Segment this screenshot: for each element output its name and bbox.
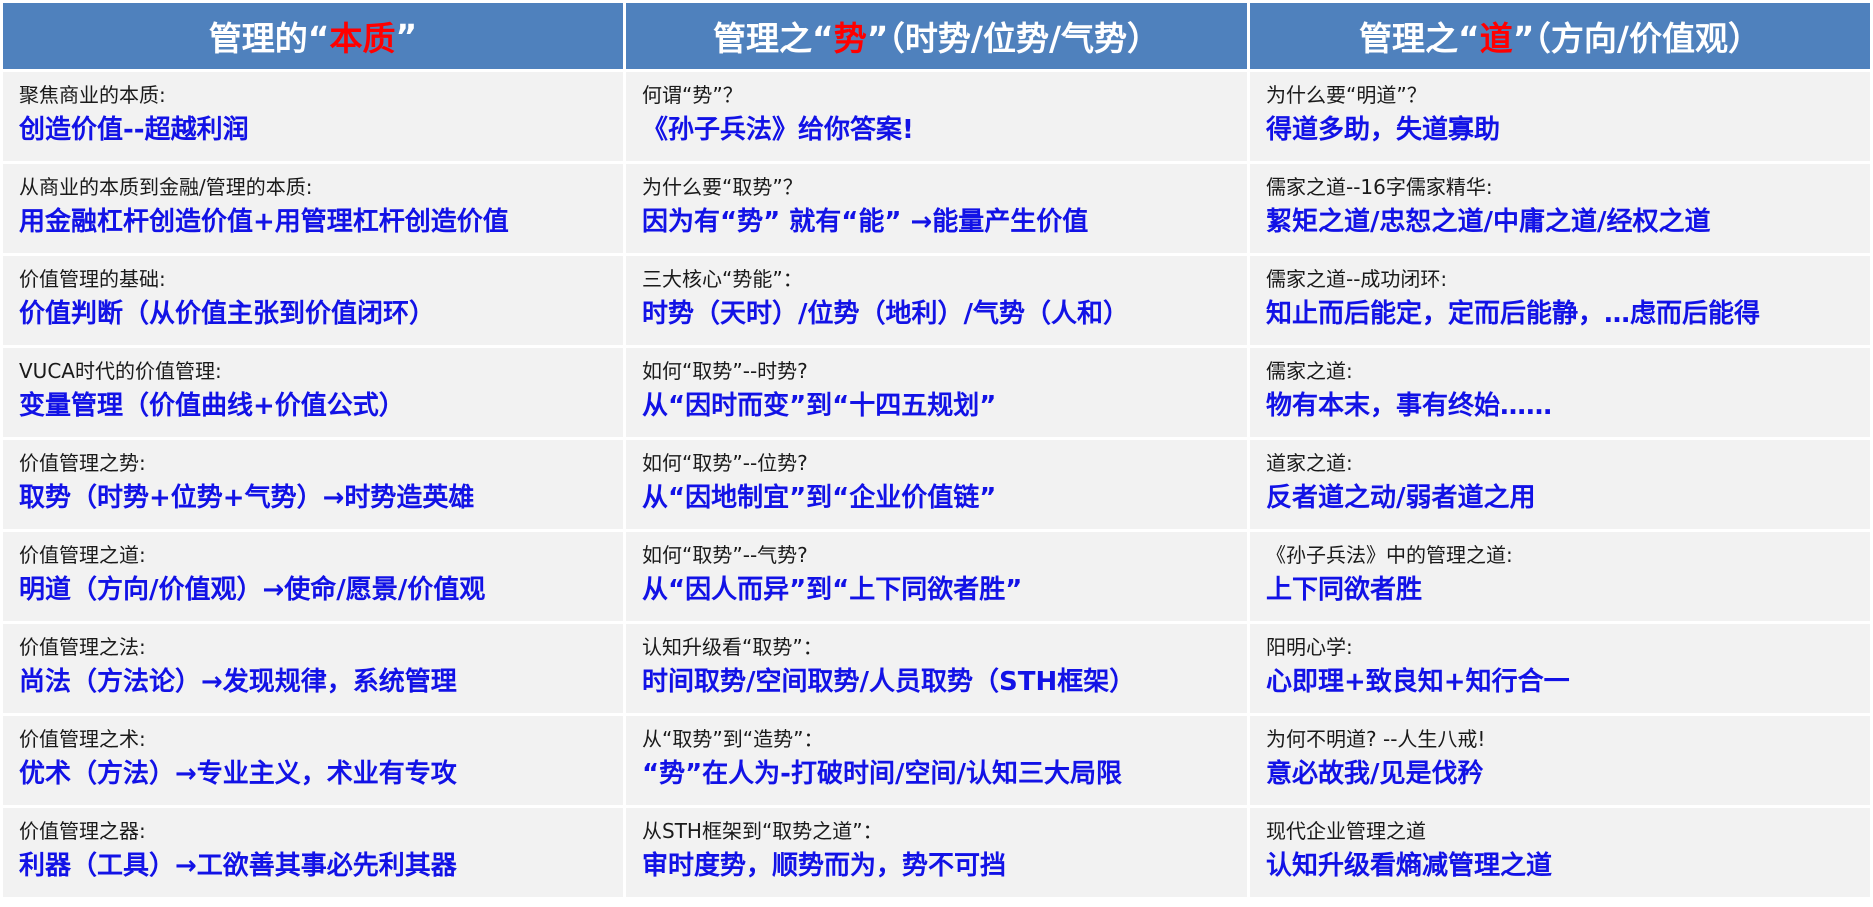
header-text: ” — [395, 16, 418, 56]
cell-label: 《孙子兵法》中的管理之道: — [1266, 543, 1513, 567]
cell-label: 如何“取势”--时势? — [642, 359, 808, 383]
cell-label: 价值管理之器: — [19, 819, 146, 843]
cell-value: 尚法（方法论）→发现规律，系统管理 — [19, 667, 457, 697]
cell-value: 絜矩之道/忠恕之道/中庸之道/经权之道 — [1266, 207, 1711, 237]
table-cell: 何谓“势”？ 《孙子兵法》给你答案! — [626, 72, 1247, 161]
header-text: 管理之“ — [713, 19, 834, 58]
table-cell: 聚焦商业的本质: 创造价值--超越利润 — [3, 72, 623, 161]
cell-label: 价值管理之道: — [19, 543, 146, 567]
table-cell: 为什么要“明道”？ 得道多助，失道寡助 — [1250, 72, 1870, 161]
cell-value: 取势（时势+位势+气势）→时势造英雄 — [19, 483, 475, 513]
header-way: 管理之“ 道 ”（方向/价值观） — [1250, 3, 1870, 69]
table-cell: 儒家之道--16字儒家精华: 絜矩之道/忠恕之道/中庸之道/经权之道 — [1250, 164, 1870, 253]
table-cell: 为何不明道? --人生八戒! 意必故我/见是伐矜 — [1250, 716, 1870, 805]
header-text: 管理的“ — [208, 19, 330, 58]
cell-value: 因为有“势” 就有“能” →能量产生价值 — [642, 207, 1089, 237]
cell-value: 从“因时而变”到“十四五规划” — [642, 391, 997, 421]
table-cell: 现代企业管理之道认知升级看熵减管理之道 — [1250, 808, 1870, 897]
cell-value: 心即理+致良知+知行合一 — [1266, 667, 1570, 697]
table-cell: 认知升级看“取势”： 时间取势/空间取势/人员取势（STH框架） — [626, 624, 1247, 713]
cell-label: 道家之道: — [1266, 451, 1353, 475]
cell-label: 认知升级看“取势”： — [642, 635, 823, 659]
cell-label: 阳明心学: — [1266, 635, 1353, 659]
cell-value: 得道多助，失道寡助 — [1266, 115, 1501, 145]
cell-value: 上下同欲者胜 — [1266, 575, 1423, 605]
cell-value: 从“因地制宜”到“企业价值链” — [642, 483, 997, 513]
table-cell: 儒家之道: 物有本末，事有终始…… — [1250, 348, 1870, 437]
cell-label: 价值管理之势: — [19, 451, 146, 475]
cell-value: 时势（天时）/位势（地利）/气势（人和） — [642, 299, 1129, 329]
header-highlight: 本质 — [329, 19, 396, 58]
cell-value: 审时度势，顺势而为，势不可挡 — [642, 851, 1007, 881]
cell-label: 价值管理之术: — [19, 727, 146, 751]
cell-label: 聚焦商业的本质: — [19, 83, 166, 107]
cell-value: 利器（工具）→工欲善其事必先利其器 — [19, 851, 457, 881]
cell-label: 现代企业管理之道 — [1266, 819, 1426, 843]
table-cell: 如何“取势”--位势? 从“因地制宜”到“企业价值链” — [626, 440, 1247, 529]
table-cell: 价值管理之器: 利器（工具）→工欲善其事必先利其器 — [3, 808, 623, 897]
header-essence: 管理的“ 本质” — [3, 3, 623, 69]
cell-label: 从STH框架到“取势之道”： — [642, 819, 883, 843]
cell-value: 认知升级看熵减管理之道 — [1266, 851, 1553, 881]
table-cell: 从STH框架到“取势之道”： 审时度势，顺势而为，势不可挡 — [626, 808, 1247, 897]
cell-label: 儒家之道--成功闭环: — [1266, 267, 1448, 291]
table-cell: 为什么要“取势”？ 因为有“势” 就有“能” →能量产生价值 — [626, 164, 1247, 253]
cell-label: VUCA时代的价值管理: — [19, 359, 222, 383]
cell-label: 从“取势”到“造势”： — [642, 727, 824, 751]
cell-label: 何谓“势”？ — [642, 83, 743, 107]
header-momentum: 管理之“ 势 ”（时势/位势/气势） — [626, 3, 1247, 69]
cell-label: 价值管理之法: — [19, 635, 146, 659]
cell-label: 儒家之道: — [1266, 359, 1353, 383]
cell-value: 明道（方向/价值观）→使命/愿景/价值观 — [19, 575, 486, 605]
management-table: 管理的“ 本质” 管理之“ 势 ”（时势/位势/气势） 管理之“ 道 ”（方向/价值观） … — [3, 3, 1870, 897]
header-text: ”（时势/位势/气势） — [866, 19, 1160, 58]
table-cell: 如何“取势”--气势? 从“因人而异”到“上下同欲者胜” — [626, 532, 1247, 621]
cell-label: 从商业的本质到金融/管理的本质: — [19, 175, 313, 199]
cell-label: 价值管理的基础: — [19, 267, 166, 291]
header-text: ”（方向/价值观） — [1512, 19, 1761, 58]
table-cell: 从“取势”到“造势”： “势”在人为-打破时间/空间/认知三大局限 — [626, 716, 1247, 805]
cell-value: 时间取势/空间取势/人员取势（STH框架） — [642, 667, 1136, 697]
table-cell: 阳明心学: 心即理+致良知+知行合一 — [1250, 624, 1870, 713]
cell-value: 《孙子兵法》给你答案! — [642, 115, 914, 145]
cell-value: 创造价值--超越利润 — [19, 115, 249, 145]
cell-value: 变量管理（价值曲线+价值公式） — [19, 391, 405, 421]
header-highlight: 势 — [833, 19, 867, 58]
header-highlight: 道 — [1479, 19, 1513, 58]
table-cell: 价值管理之术: 优术（方法）→专业主义，术业有专攻 — [3, 716, 623, 805]
cell-value: “势”在人为-打破时间/空间/认知三大局限 — [642, 759, 1122, 789]
cell-label: 儒家之道--16字儒家精华: — [1266, 175, 1493, 199]
cell-value: 物有本末，事有终始…… — [1266, 391, 1553, 421]
table-cell: 从商业的本质到金融/管理的本质: 用金融杠杆创造价值+用管理杠杆创造价值 — [3, 164, 623, 253]
table-cell: 如何“取势”--时势? 从“因时而变”到“十四五规划” — [626, 348, 1247, 437]
cell-value: 从“因人而异”到“上下同欲者胜” — [642, 575, 1023, 605]
cell-label: 三大核心“势能”： — [642, 267, 803, 291]
table-cell: 儒家之道--成功闭环: 知止而后能定，定而后能静，…虑而后能得 — [1250, 256, 1870, 345]
cell-value: 知止而后能定，定而后能静，…虑而后能得 — [1266, 299, 1761, 329]
cell-label: 为什么要“取势”？ — [642, 175, 803, 199]
cell-value: 意必故我/见是伐矜 — [1266, 759, 1484, 789]
cell-value: 优术（方法）→专业主义，术业有专攻 — [19, 759, 457, 789]
cell-label: 为什么要“明道”？ — [1266, 83, 1427, 107]
table-cell: VUCA时代的价值管理: 变量管理（价值曲线+价值公式） — [3, 348, 623, 437]
table-cell: 道家之道: 反者道之动/弱者道之用 — [1250, 440, 1870, 529]
cell-value: 价值判断（从价值主张到价值闭环） — [19, 299, 436, 329]
table-cell: 价值管理之法: 尚法（方法论）→发现规律，系统管理 — [3, 624, 623, 713]
table-cell: 价值管理的基础: 价值判断（从价值主张到价值闭环） — [3, 256, 623, 345]
table-cell: 三大核心“势能”： 时势（天时）/位势（地利）/气势（人和） — [626, 256, 1247, 345]
header-text: 管理之“ — [1359, 19, 1480, 58]
cell-value: 用金融杠杆创造价值+用管理杠杆创造价值 — [19, 207, 509, 237]
cell-label: 如何“取势”--位势? — [642, 451, 808, 475]
cell-label: 为何不明道? --人生八戒! — [1266, 727, 1486, 751]
table-cell: 价值管理之势: 取势（时势+位势+气势）→时势造英雄 — [3, 440, 623, 529]
table-cell: 价值管理之道: 明道（方向/价值观）→使命/愿景/价值观 — [3, 532, 623, 621]
cell-value: 反者道之动/弱者道之用 — [1266, 483, 1536, 513]
table-cell: 《孙子兵法》中的管理之道: 上下同欲者胜 — [1250, 532, 1870, 621]
cell-label: 如何“取势”--气势? — [642, 543, 808, 567]
